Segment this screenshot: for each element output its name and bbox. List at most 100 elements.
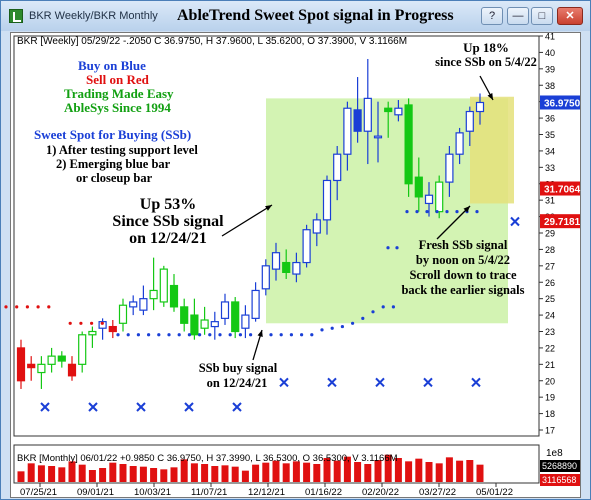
- ssb-buy-line-1: SSb buy signal: [198, 361, 278, 375]
- volume-bar: [119, 464, 127, 482]
- y-axis-tick-label: 21: [545, 360, 555, 370]
- candle-body-blue: [241, 314, 250, 329]
- cross-marker: [232, 402, 242, 412]
- volume-bar: [323, 458, 331, 482]
- candle-body-green: [118, 304, 128, 324]
- buy-stop-dot: [395, 246, 399, 250]
- candle-body-green: [78, 334, 87, 365]
- volume-bar: [292, 461, 300, 482]
- y-axis-tick-label: 19: [545, 393, 555, 403]
- cross-marker: [375, 377, 385, 388]
- candle-body-blue: [424, 194, 434, 205]
- volume-bar: [364, 464, 372, 482]
- annotation-arrow-shaft: [221, 204, 273, 237]
- sell-stop-dot: [68, 321, 72, 325]
- buy-stop-dot: [475, 210, 479, 214]
- candle-body-blue: [394, 107, 403, 116]
- volume-bar: [262, 462, 270, 482]
- x-axis-tick-label: 07/25/21: [20, 487, 57, 498]
- volume-bar: [303, 462, 311, 482]
- candle-body-green: [231, 301, 240, 333]
- volume-bar: [374, 460, 382, 482]
- buy-stop-dot: [269, 333, 273, 337]
- buy-stop-dot: [187, 333, 191, 337]
- minimize-button[interactable]: —: [507, 7, 529, 25]
- candle-body-blue: [312, 219, 321, 234]
- candle-body-blue: [139, 298, 148, 311]
- candle-body-green: [57, 355, 66, 362]
- sell-stop-dot: [100, 321, 104, 325]
- buy-stop-dot: [208, 333, 212, 337]
- cross-marker: [510, 216, 520, 227]
- buy-stop-dot: [415, 210, 419, 214]
- buy-stop-dot: [300, 333, 304, 337]
- volume-bar: [415, 458, 423, 482]
- volume-bar: [150, 468, 158, 482]
- buy-stop-dot: [238, 333, 242, 337]
- maximize-button[interactable]: □: [531, 7, 553, 25]
- volume-bar: [435, 463, 443, 482]
- y-axis-tick-label: 35: [545, 130, 555, 140]
- buy-stop-dot: [386, 246, 390, 250]
- volume-bar: [68, 461, 76, 482]
- volume-bar: [384, 454, 392, 482]
- sell-stop-dot: [79, 321, 83, 325]
- volume-bar: [466, 460, 474, 482]
- x-axis-tick-label: 02/20/22: [362, 487, 399, 498]
- buy-stop-dot: [279, 333, 283, 337]
- buy-stop-dot: [340, 324, 344, 329]
- candle-body-green: [414, 176, 423, 198]
- buy-stop-dot: [289, 333, 293, 337]
- app-logo-icon: [9, 9, 23, 23]
- cross-marker: [279, 377, 289, 388]
- candle-body-red: [16, 347, 26, 382]
- candle-body-green: [149, 289, 158, 300]
- annotation-arrowhead: [463, 206, 470, 213]
- x-axis-tick-label: 05/01/22: [476, 487, 513, 498]
- window-tab-label[interactable]: BKR Weekly/BKR Monthly: [29, 10, 158, 22]
- help-button[interactable]: ?: [481, 7, 503, 25]
- volume-bar: [425, 462, 433, 482]
- volume-bar: [139, 466, 147, 482]
- buy-stop-dot: [136, 333, 140, 337]
- candle-body-green: [404, 104, 413, 185]
- buy-stop-dot: [455, 210, 459, 214]
- buy-stop-dot: [126, 333, 130, 337]
- volume-bar: [221, 465, 229, 482]
- cross-marker: [423, 377, 433, 388]
- up53-line-1: Up 53%: [139, 196, 197, 213]
- buy-stop-dot: [167, 333, 171, 337]
- y-axis-tick-label: 22: [545, 343, 555, 353]
- candle-body-green: [384, 107, 393, 113]
- buy-stop-dot: [157, 333, 161, 337]
- candle-body-blue: [333, 153, 342, 182]
- volume-bar: [343, 456, 351, 482]
- buy-stop-dot: [147, 333, 151, 337]
- volume-bar: [109, 462, 117, 482]
- sell-stop-dot: [15, 305, 19, 309]
- candle-body-green: [159, 268, 168, 303]
- candle-body-green: [282, 261, 291, 273]
- buy-stop-dot: [330, 326, 334, 330]
- candle-body-blue: [343, 107, 352, 155]
- buy-stop-dot: [320, 328, 324, 332]
- cross-marker: [40, 402, 50, 412]
- volume-bar: [282, 463, 290, 482]
- buy-stop-dot: [425, 210, 429, 214]
- y-axis-tick-label: 25: [545, 294, 555, 304]
- up18-line-2: since SSb on 5/4/22: [435, 55, 537, 69]
- volume-bar: [405, 461, 413, 482]
- volume-bar: [333, 460, 341, 482]
- legend-since: AbleSys Since 1994: [64, 100, 171, 115]
- candle-body-blue: [302, 229, 311, 264]
- buy-stop-dot: [405, 210, 409, 214]
- sweet-spot-title: Sweet Spot for Buying (SSb): [34, 127, 192, 142]
- close-button[interactable]: ✕: [557, 7, 583, 25]
- candle-body-blue: [445, 153, 454, 183]
- volume-bar: [456, 460, 464, 482]
- sweet-spot-rule-2: 2) Emerging blue bar: [56, 157, 171, 171]
- candle-body-blue: [465, 110, 474, 132]
- candle-body-green: [435, 181, 444, 213]
- cross-marker: [184, 402, 194, 412]
